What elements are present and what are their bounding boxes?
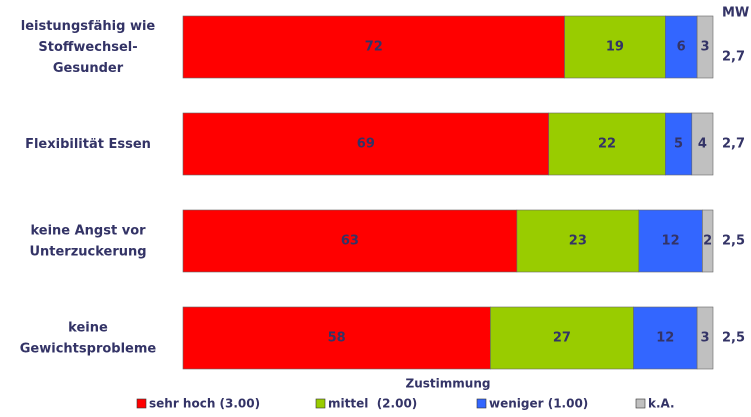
legend-label: weniger (1.00) xyxy=(489,397,588,411)
bar-segment xyxy=(182,209,518,273)
value-label: 69 xyxy=(357,137,375,152)
value-label: 19 xyxy=(606,40,624,55)
category-line: leistungsfähig wie xyxy=(21,19,156,34)
category-line: Gewichtsprobleme xyxy=(20,341,157,356)
bar-segment xyxy=(182,306,491,370)
category-label: leistungsfähig wie Stoffwechsel- Gesunder xyxy=(21,19,156,76)
category-line: Gesunder xyxy=(53,61,124,76)
bar-segment xyxy=(691,112,714,176)
category-label: keine Angst vor Unterzuckerung xyxy=(29,223,146,259)
value-label: 5 xyxy=(674,137,683,152)
legend-swatch xyxy=(476,398,487,409)
legend-label: mittel (2.00) xyxy=(328,397,417,411)
bar-segment xyxy=(548,112,666,176)
x-axis-label: Zustimmung xyxy=(406,377,491,391)
category-line: Stoffwechsel- xyxy=(38,40,137,55)
value-label: 3 xyxy=(701,331,710,346)
category-line: keine xyxy=(68,320,108,335)
legend-swatch xyxy=(635,398,646,409)
bar-segment xyxy=(702,209,714,273)
mw-value: 2,5 xyxy=(722,234,745,249)
mw-value: 2,5 xyxy=(722,331,745,346)
mw-value: 2,7 xyxy=(722,137,745,152)
value-label: 2 xyxy=(703,234,712,249)
bar-segment xyxy=(638,209,703,273)
value-label: 12 xyxy=(662,234,680,249)
bar-segment xyxy=(564,15,666,79)
legend-swatch xyxy=(136,398,147,409)
category-line: Flexibilität Essen xyxy=(25,137,151,152)
value-label: 4 xyxy=(698,137,707,152)
category-line: keine Angst vor xyxy=(30,223,146,238)
value-label: 72 xyxy=(365,40,383,55)
value-label: 6 xyxy=(677,40,686,55)
category-label: Flexibilität Essen xyxy=(25,137,151,152)
bar-segment xyxy=(664,15,698,79)
legend-label: sehr hoch (3.00) xyxy=(149,397,260,411)
category-line: Unterzuckerung xyxy=(29,244,146,259)
value-label: 58 xyxy=(328,331,346,346)
bar-segment xyxy=(696,306,714,370)
bar-segment xyxy=(182,112,550,176)
legend-swatch xyxy=(315,398,326,409)
bar-segment xyxy=(696,15,714,79)
bar-segment xyxy=(516,209,640,273)
value-label: 27 xyxy=(553,331,571,346)
value-label: 3 xyxy=(701,40,710,55)
value-label: 12 xyxy=(656,331,674,346)
mw-header: MW xyxy=(722,6,749,21)
legend-label: k.A. xyxy=(648,397,675,411)
value-label: 23 xyxy=(569,234,587,249)
value-label: 63 xyxy=(341,234,359,249)
bar-segment xyxy=(664,112,693,176)
value-label: 22 xyxy=(598,137,616,152)
category-label: keine Gewichtsprobleme xyxy=(20,320,157,356)
mw-value: 2,7 xyxy=(722,50,745,65)
bar-segment xyxy=(182,15,565,79)
bar-segment xyxy=(633,306,698,370)
bar-segment xyxy=(490,306,634,370)
